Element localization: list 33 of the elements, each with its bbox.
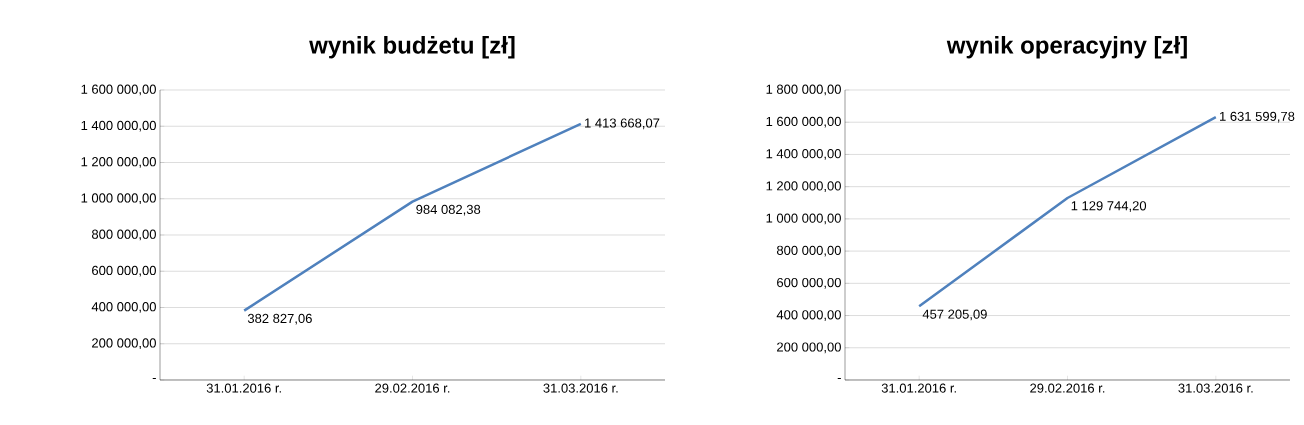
- y-tick-label: 1 600 000,00: [766, 116, 841, 128]
- x-tick-label: 29.02.2016 r.: [1030, 383, 1105, 393]
- chart-title: wynik operacyjny [zł]: [946, 36, 1187, 59]
- y-tick-label: 600 000,00: [777, 277, 841, 289]
- x-tick-label: 31.01.2016 r.: [206, 383, 281, 393]
- y-tick-label: 1 600 000,00: [81, 84, 156, 96]
- y-tick-label: 1 400 000,00: [81, 120, 156, 132]
- x-tick-label: 31.03.2016 r.: [543, 383, 618, 393]
- data-label: 1 631 599,78: [1220, 111, 1295, 123]
- data-label: 457 205,09: [922, 309, 987, 321]
- y-tick-label: 400 000,00: [776, 310, 841, 321]
- y-tick-label: 1 200 000,00: [766, 181, 841, 193]
- y-tick-label: 1 400 000,00: [766, 149, 841, 160]
- y-tick-label: 400 000,00: [91, 302, 156, 313]
- y-tick-label: 200 000,00: [92, 338, 156, 350]
- y-tick-label: 200 000,00: [777, 342, 841, 354]
- y-tick-label: 1 000 000,00: [81, 193, 156, 205]
- x-tick-label: 31.01.2016 r.: [881, 383, 956, 393]
- chart-title: wynik budżetu [zł]: [309, 36, 515, 59]
- data-label: 382 827,06: [247, 313, 312, 325]
- data-label: 984 082,38: [416, 204, 481, 216]
- y-tick-label: 1 200 000,00: [81, 157, 156, 168]
- y-tick-label: 800 000,00: [91, 229, 156, 241]
- y-tick-label: 1 800 000,00: [766, 84, 841, 96]
- x-tick-label: 29.02.2016 r.: [375, 383, 450, 393]
- x-tick-label: 31.03.2016 r.: [1178, 383, 1253, 393]
- y-tick-label: 1 000 000,00: [766, 213, 841, 225]
- y-tick-label: -: [152, 378, 156, 380]
- y-tick-label: 800 000,00: [776, 245, 841, 257]
- data-label: 1 129 744,20: [1071, 201, 1147, 212]
- y-tick-label: -: [837, 378, 841, 380]
- data-label: 1 413 668,07: [585, 118, 660, 130]
- y-tick-label: 600 000,00: [92, 265, 156, 277]
